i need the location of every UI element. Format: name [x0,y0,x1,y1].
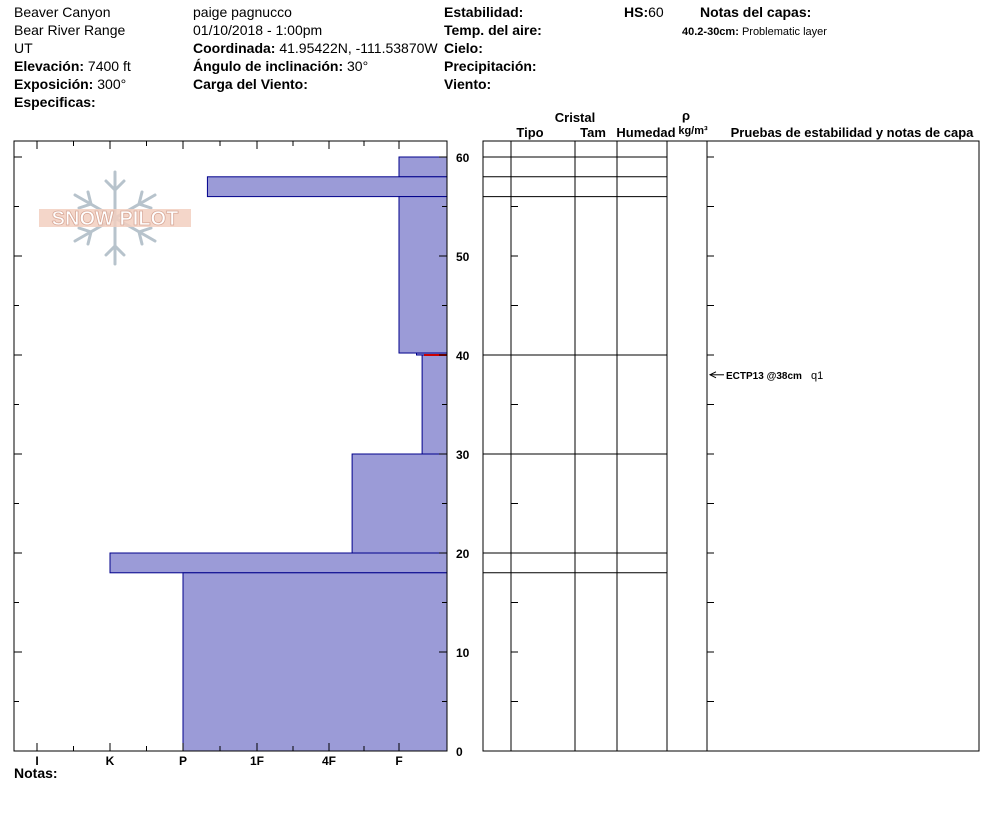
density-unit-header: kg/m³ [678,125,708,137]
layer-note-range: 40.2-30cm: [682,26,739,38]
elevation-value: 7400 ft [87,58,131,74]
aspect-row: Exposición: 300° [14,75,126,93]
slope-label: Ángulo de inclinación: [193,58,344,74]
hs-row: HS:60 [624,3,664,21]
hardness-tick-label: 4F [322,754,336,768]
test-arrow-head [708,371,717,379]
location-text: Beaver Canyon [14,4,111,20]
layer-note-text: Problematic layer [741,26,827,38]
coord-row: Coordinada: 41.95422N, -111.53870W [193,39,438,57]
hardness-bar-0 [398,156,448,178]
range-text: Bear River Range [14,22,126,38]
depth-tick-label: 10 [456,646,470,660]
depth-tick-label: 60 [456,151,470,165]
hardness-bars [109,156,448,752]
datetime-text: 01/10/2018 - 1:00pm [193,22,323,38]
hardness-tick-label: K [106,754,115,768]
hardness-tick-label: 1F [250,754,264,768]
precip-label: Precipitación: [444,58,537,74]
hardness-bar-6 [109,552,448,574]
hardness-ticks: I K P 1F 4F F [35,141,403,768]
layer-note-row: 40.2-30cm: Problematic layer [682,23,827,41]
sky-label: Cielo: [444,40,483,56]
crystal-header: Cristal [555,110,595,125]
snowpilot-logo: SNOW PILOT [39,170,191,266]
hardness-frame [13,140,448,752]
hardness-tick-label: F [395,754,402,768]
depth-ticks: 0 10 20 30 40 50 60 [14,151,470,759]
aspect-value: 300° [97,76,127,92]
coord-value: 41.95422N, -111.53870W [279,40,438,56]
air-temp-label: Temp. del aire: [444,22,542,38]
moisture-header: Humedad [616,125,675,140]
observer-text: paige pagnucco [193,4,292,20]
depth-tick-label: 40 [456,349,470,363]
coord-label: Coordinada: [193,40,276,56]
wind-load-label: Carga del Viento: [193,76,308,92]
stability-test-annotation: ECTP13 @38cm q1 [708,370,823,382]
layer-notes-label: Notas del capas: [700,4,812,20]
test-quality-text: q1 [811,370,823,382]
hardness-tick-label: P [179,754,187,768]
test-result-text: ECTP13 @38cm [726,371,802,382]
type-header: Tipo [516,125,543,140]
wind-label: Viento: [444,76,492,92]
notes-label: Notas: [14,765,58,781]
state-text: UT [14,40,33,56]
rho-header: ρ [682,108,690,123]
table-border [482,140,980,752]
hs-label: HS: [624,4,649,20]
depth-tick-label: 50 [456,250,470,264]
snowpilot-logo-text: SNOW PILOT [52,208,179,230]
hardness-bar-1 [206,176,448,198]
elevation-label: Elevación: [14,58,85,74]
hardness-plot-border [13,140,448,752]
slope-row: Ángulo de inclinación: 30° [193,57,368,75]
layer-table [482,140,980,752]
hardness-tick-label: I [35,754,38,768]
depth-tick-label: 30 [456,448,470,462]
size-header: Tam [580,125,606,140]
depth-tick-label: 0 [456,745,463,759]
stability-label: Estabilidad: [444,4,524,20]
slope-value: 30° [347,58,369,74]
hardness-bar-7 [182,572,448,752]
hardness-bar-5 [351,453,448,554]
aspect-label: Exposición: [14,76,94,92]
depth-tick-label: 20 [456,547,470,561]
specifics-label: Especificas: [14,94,96,110]
elevation-row: Elevación: 7400 ft [14,57,131,75]
tests-header: Pruebas de estabilidad y notas de capa [731,125,975,140]
hardness-bar-2 [398,196,448,354]
hs-value: 60 [648,4,664,20]
